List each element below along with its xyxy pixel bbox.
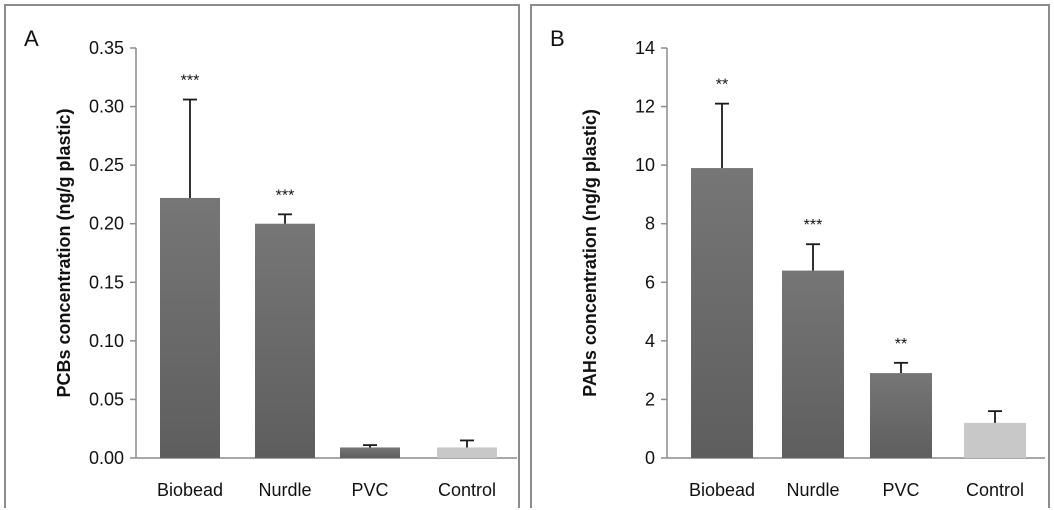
y-tick-label: 14 — [635, 38, 655, 58]
chart-panel-a: A 0.00 0.05 0.10 0.15 0.20 0.25 0.30 0.35 PCBs co… — [4, 4, 520, 508]
bar-pvc — [870, 373, 932, 458]
significance-label: *** — [276, 187, 295, 204]
y-tick-label: 0.05 — [89, 389, 124, 409]
significance-label: *** — [804, 217, 823, 234]
x-category-label: Biobead — [157, 480, 223, 500]
panel-letter: A — [24, 26, 39, 51]
y-tick-label: 0.35 — [89, 38, 124, 58]
x-category-label: Biobead — [689, 480, 755, 500]
y-axis-label: PAHs concentration (ng/g plastic) — [580, 109, 600, 397]
y-tick-label: 0 — [645, 448, 655, 468]
bar-biobead — [691, 168, 753, 459]
y-tick-label: 12 — [635, 97, 655, 117]
y-axis-label: PCBs concentration (ng/g plastic) — [54, 108, 74, 397]
y-tick-label: 0.20 — [89, 214, 124, 234]
bar-pvc — [340, 447, 400, 458]
x-category-label: Control — [438, 480, 496, 500]
bar-control — [437, 447, 497, 458]
y-tick-label: 2 — [645, 389, 655, 409]
x-category-label: Nurdle — [258, 480, 311, 500]
chart-panel-b: B 0 2 4 6 8 10 12 14 PAHs concentration (ng/g pla… — [530, 4, 1050, 508]
bar-control — [964, 422, 1026, 458]
x-category-label: PVC — [882, 480, 919, 500]
y-tick-label: 0.00 — [89, 448, 124, 468]
y-tick-label: 0.15 — [89, 272, 124, 292]
y-tick-label: 0.25 — [89, 155, 124, 175]
y-tick-label: 6 — [645, 272, 655, 292]
y-tick-label: 4 — [645, 331, 655, 351]
x-category-label: Control — [966, 480, 1024, 500]
significance-label: ** — [716, 77, 728, 94]
bar-nurdle — [782, 270, 844, 458]
x-category-label: PVC — [351, 480, 388, 500]
chart-a-svg: A 0.00 0.05 0.10 0.15 0.20 0.25 0.30 0.35 PCBs co… — [24, 26, 517, 500]
y-tick-label: 8 — [645, 214, 655, 234]
y-tick-label: 0.10 — [89, 331, 124, 351]
significance-label: *** — [181, 73, 200, 90]
panel-letter: B — [550, 26, 565, 51]
significance-label: ** — [895, 336, 907, 353]
x-category-label: Nurdle — [786, 480, 839, 500]
y-tick-label: 10 — [635, 155, 655, 175]
bar-nurdle — [255, 223, 315, 458]
y-tick-label: 0.30 — [89, 97, 124, 117]
bar-biobead — [160, 197, 220, 458]
chart-b-svg: B 0 2 4 6 8 10 12 14 PAHs concentration (ng/g pla… — [550, 26, 1045, 500]
